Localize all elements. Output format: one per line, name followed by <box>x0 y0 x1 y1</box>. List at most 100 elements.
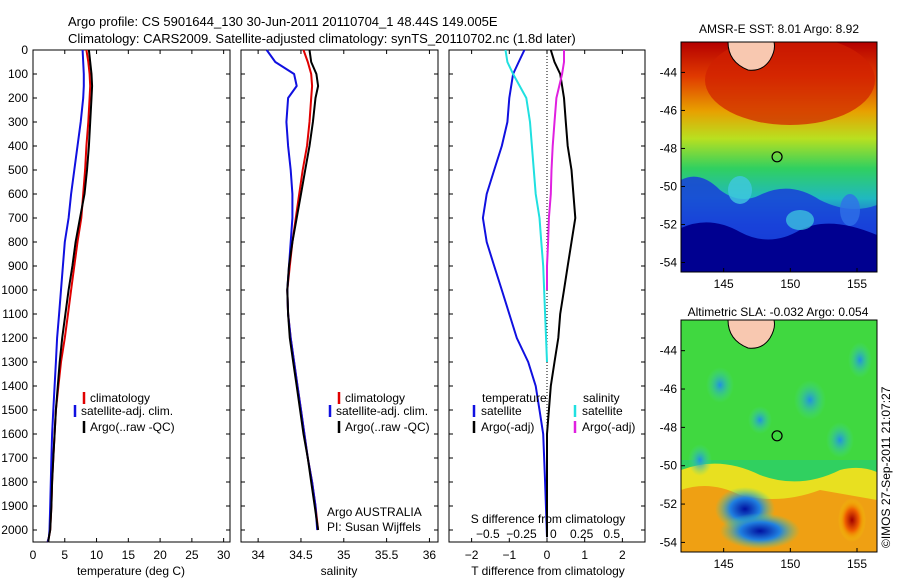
depth-tick-label: 400 <box>8 139 28 153</box>
x-tick-label: 0 <box>544 548 551 562</box>
depth-tick-label: 1400 <box>1 379 28 393</box>
series-line <box>546 49 577 538</box>
map-y-tick-label: -46 <box>660 103 678 117</box>
depth-tick-label: 200 <box>8 91 28 105</box>
depth-tick-label: 600 <box>8 187 28 201</box>
series-line <box>286 49 320 531</box>
map-x-tick-label: 155 <box>847 557 867 571</box>
series-line <box>47 49 94 543</box>
depth-tick-label: 1500 <box>1 403 28 417</box>
depth-tick-label: 100 <box>8 67 28 81</box>
series-line <box>504 49 548 363</box>
x-tick-label: 5 <box>61 548 68 562</box>
map-y-tick-label: -52 <box>660 217 678 231</box>
sla-map-frame <box>680 319 878 553</box>
depth-tick-label: 1000 <box>1 283 28 297</box>
temperature-panel-frame <box>32 49 231 543</box>
legend-label-satellite: satellite-adj. clim. <box>336 404 428 418</box>
argo-position-marker <box>771 151 783 163</box>
map-y-tick-label: -44 <box>660 344 678 358</box>
salinity-legend: climatology satellite-adj. clim. Argo(..… <box>328 391 430 434</box>
x-tick-label: 10 <box>90 548 104 562</box>
imos-watermark: ©IMOS 27-Sep-2011 21:07:27 <box>879 386 893 548</box>
argo-position-marker <box>771 430 783 442</box>
map-y-tick-label: -44 <box>660 65 678 79</box>
map-y-tick-label: -52 <box>660 497 678 511</box>
depth-tick-label: 1200 <box>1 331 28 345</box>
sst-map-frame <box>680 41 878 273</box>
s-difference-ticks: −0.5 −0.25 0 0.25 0.5 <box>476 527 620 541</box>
depth-tick-label: 1300 <box>1 355 28 369</box>
map-y-tick-label: -50 <box>660 179 678 193</box>
map-y-tick-label: -48 <box>660 141 678 155</box>
coastline-tasmania <box>727 320 775 349</box>
x-tick-label: 36 <box>423 548 437 562</box>
map-x-tick-label: 145 <box>714 277 734 291</box>
x-tick-label: 34.5 <box>289 548 313 562</box>
sla-map-image <box>681 320 877 552</box>
legend-label-satellite: satellite-adj. clim. <box>81 404 173 418</box>
sla-map-title: Altimetric SLA: -0.032 Argo: 0.054 <box>688 305 869 319</box>
difference-xlabel: T difference from climatology <box>471 564 625 578</box>
x-tick-label: 34 <box>251 548 265 562</box>
map-y-tick-label: -54 <box>660 255 678 269</box>
depth-tick-label: 1600 <box>1 427 28 441</box>
temperature-xlabel: temperature (deg C) <box>77 564 185 578</box>
legend-label-climatology: climatology <box>345 391 405 405</box>
depth-tick-label: 300 <box>8 115 28 129</box>
series-line <box>481 49 548 538</box>
sla-map-axes: 145 150 155 -44 -46 -48 -50 -52 -54 <box>660 344 868 571</box>
depth-tick-label: 800 <box>8 235 28 249</box>
x-tick-label: 35 <box>337 548 351 562</box>
difference-plot: −2 −1 0 1 2 <box>449 49 645 562</box>
x-tick-label: −2 <box>465 548 479 562</box>
legend-label-climatology: climatology <box>90 391 150 405</box>
legend-label-temp-satellite: satellite <box>481 404 522 418</box>
legend-heading-salinity: salinity <box>583 391 620 405</box>
x-tick-label: 2 <box>619 548 626 562</box>
header-line-2: Climatology: CARS2009. Satellite-adjuste… <box>68 31 576 46</box>
depth-tick-label: 1100 <box>2 307 28 321</box>
x-tick-label: 25 <box>185 548 199 562</box>
x-tick-label: 0 <box>30 548 37 562</box>
legend-heading-temperature: temperature <box>482 391 547 405</box>
salinity-panel-frame <box>240 49 439 543</box>
x-tick-label: 20 <box>153 548 167 562</box>
x-tick-label: 35.5 <box>375 548 399 562</box>
s-difference-label: S difference from climatology <box>471 512 626 526</box>
depth-axis: 0 100 200 300 400 500 600 700 800 900 1000 1100 1200… <box>1 43 28 537</box>
legend-label-sal-satellite: satellite <box>582 404 623 418</box>
temperature-plot: 0 5 10 15 20 25 30 <box>30 49 231 562</box>
sst-map-axes: 145 150 155 -44 -46 -48 -50 -52 -54 <box>660 65 868 291</box>
map-y-tick-label: -50 <box>660 459 678 473</box>
x-tick-label: −1 <box>502 548 516 562</box>
map-y-tick-label: -48 <box>660 420 678 434</box>
legend-label-temp-argo: Argo(-adj) <box>481 420 534 434</box>
sst-map-image <box>681 42 877 272</box>
depth-tick-label: 900 <box>8 259 28 273</box>
sst-map-title: AMSR-E SST: 8.01 Argo: 8.92 <box>699 22 859 36</box>
map-y-tick-label: -46 <box>660 382 678 396</box>
map-x-tick-label: 145 <box>714 557 734 571</box>
depth-tick-label: 1700 <box>1 451 28 465</box>
map-x-tick-label: 150 <box>780 557 800 571</box>
map-x-tick-label: 155 <box>847 277 867 291</box>
map-x-tick-label: 150 <box>780 277 800 291</box>
header-line-1: Argo profile: CS 5901644_130 30-Jun-2011… <box>68 14 498 29</box>
salinity-xlabel: salinity <box>321 564 358 578</box>
series-line <box>46 49 85 543</box>
legend-label-sal-argo: Argo(-adj) <box>582 420 635 434</box>
credit-line-2: PI: Susan Wijffels <box>327 520 421 534</box>
legend-label-argo: Argo(..raw -QC) <box>345 420 430 434</box>
temperature-legend: climatology satellite-adj. clim. Argo(..… <box>73 391 175 434</box>
map-y-tick-label: -54 <box>660 535 678 549</box>
depth-tick-label: 1800 <box>1 475 28 489</box>
depth-tick-label: 2000 <box>1 523 28 537</box>
x-tick-label: 15 <box>122 548 136 562</box>
series-line <box>546 50 565 290</box>
x-tick-label: 1 <box>581 548 588 562</box>
depth-tick-label: 700 <box>8 211 28 225</box>
x-tick-label: 30 <box>217 548 231 562</box>
credit-line-1: Argo AUSTRALIA <box>327 505 422 519</box>
